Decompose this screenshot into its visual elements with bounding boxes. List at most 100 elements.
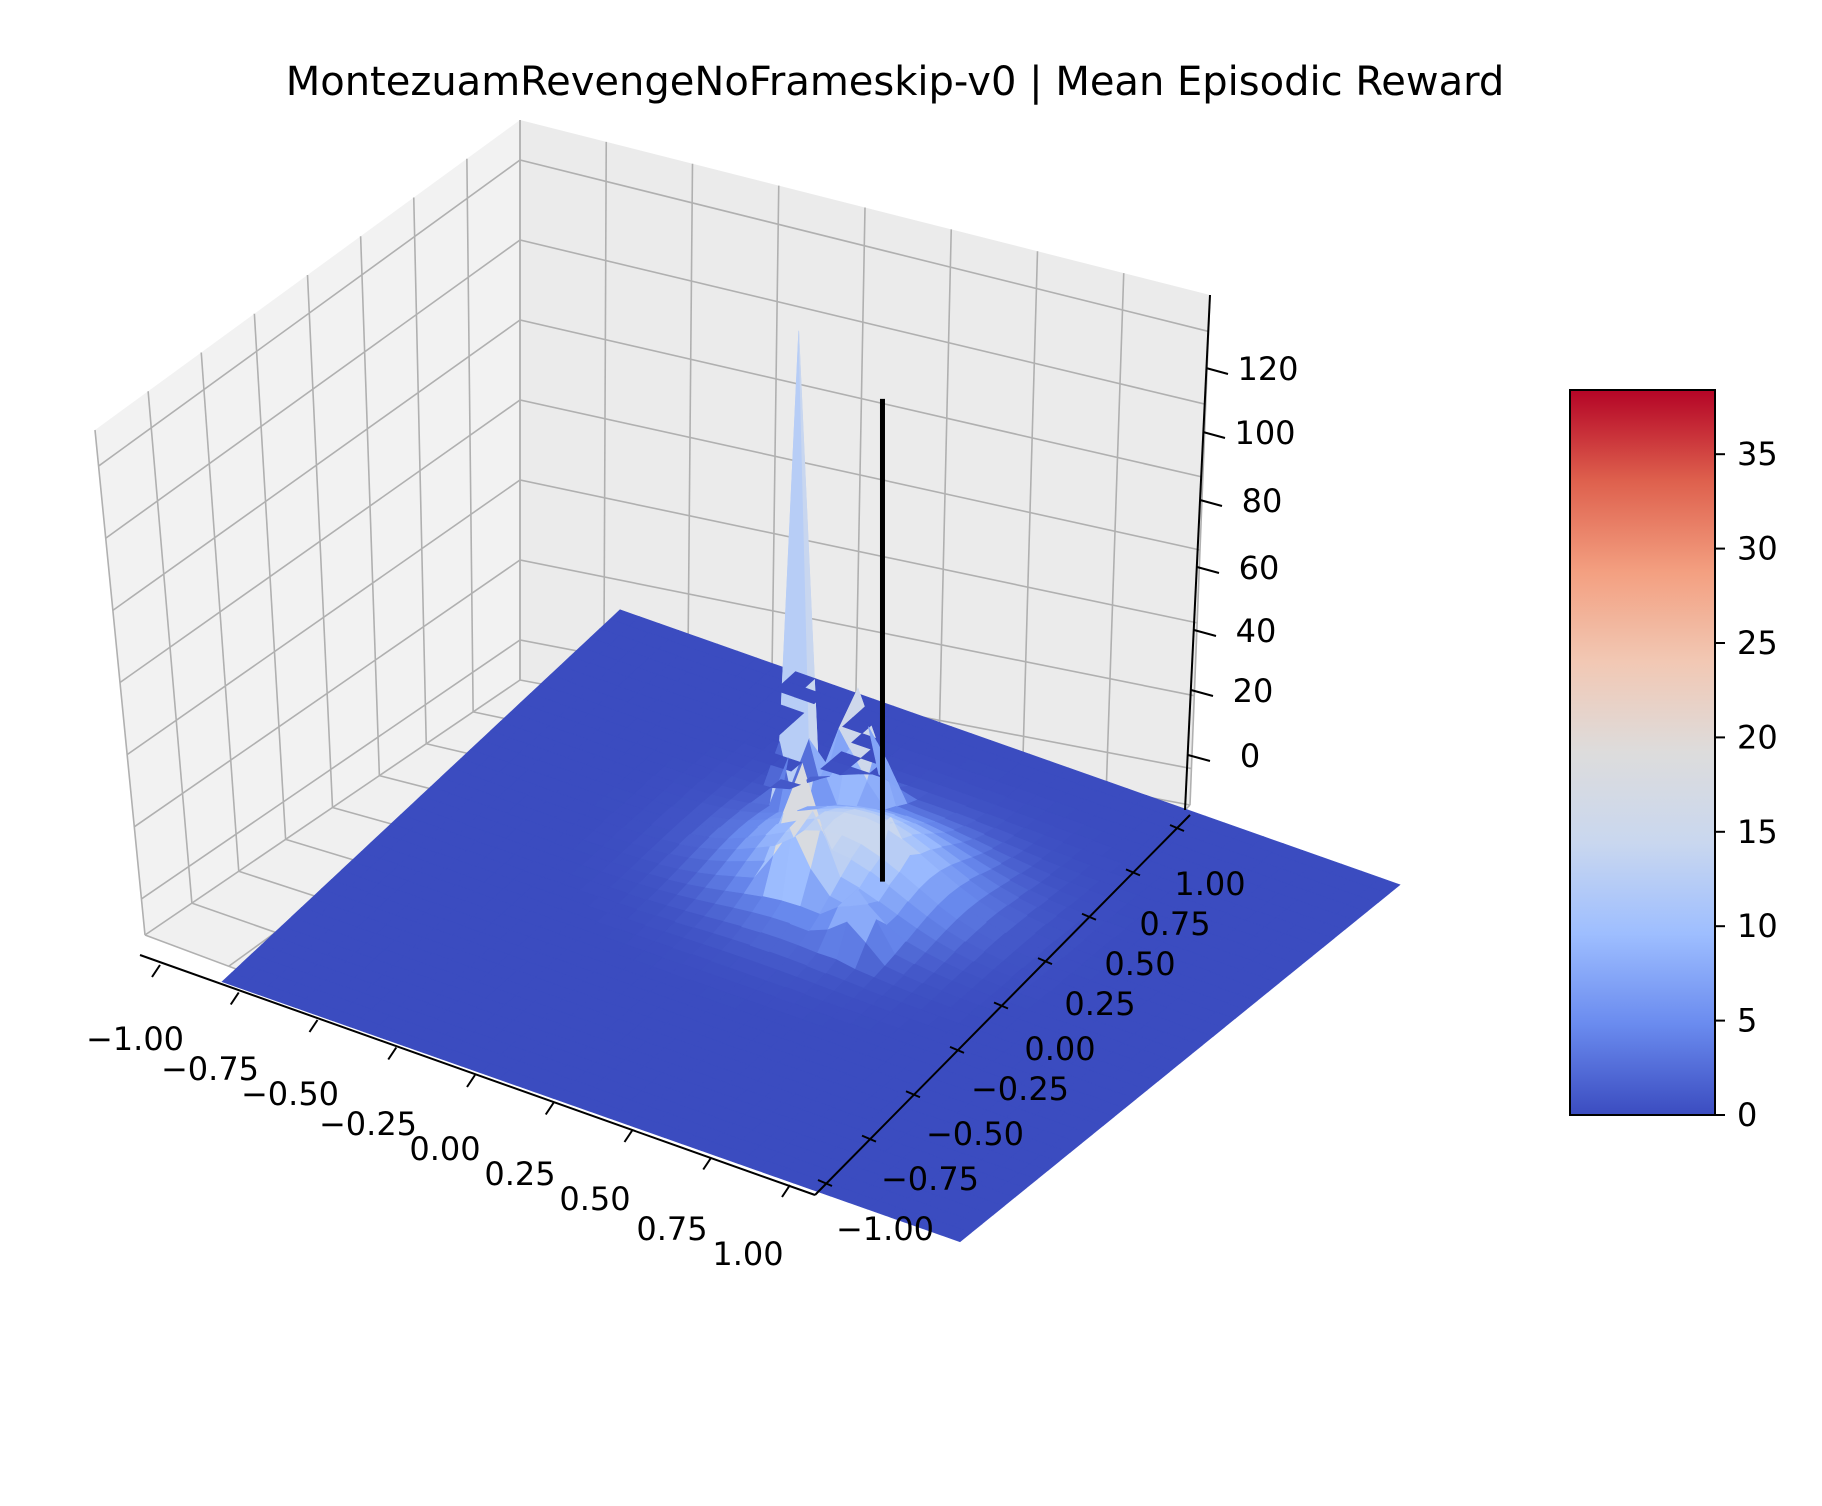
x-tick-label: 0.25 bbox=[484, 1155, 555, 1193]
surface-facet bbox=[616, 727, 647, 744]
surface-facet bbox=[553, 832, 584, 850]
surface-facet bbox=[850, 1104, 881, 1121]
surface-facet bbox=[627, 883, 658, 901]
surface-facet bbox=[941, 980, 972, 999]
surface-facet bbox=[407, 1012, 438, 1029]
surface-facet bbox=[365, 933, 396, 950]
z-tick-label: 120 bbox=[1237, 350, 1298, 388]
surface-facet bbox=[670, 963, 701, 981]
surface-facet bbox=[494, 1004, 525, 1021]
surface-facet bbox=[865, 808, 895, 816]
surface-facet bbox=[975, 1110, 1007, 1127]
y-tick bbox=[1037, 957, 1053, 966]
surface-facet bbox=[669, 1078, 700, 1096]
surface-facet bbox=[941, 844, 973, 862]
surface-facet bbox=[450, 950, 481, 967]
surface-facet bbox=[579, 880, 610, 898]
surface-facet bbox=[505, 828, 536, 846]
z-tick bbox=[1196, 566, 1220, 574]
surface-facet bbox=[348, 901, 379, 919]
surface-facet bbox=[592, 1077, 624, 1094]
x-tick bbox=[466, 1074, 476, 1088]
surface-facet bbox=[752, 749, 783, 766]
y-tick bbox=[1081, 912, 1097, 921]
surface-facet bbox=[933, 1056, 965, 1074]
surface-facet bbox=[897, 785, 929, 800]
surface-facet bbox=[815, 1066, 847, 1083]
surface-facet bbox=[822, 990, 854, 1009]
z-tick bbox=[1205, 367, 1229, 375]
surface-facet bbox=[920, 849, 952, 871]
surface-facet bbox=[628, 616, 660, 634]
surface-facet bbox=[1085, 790, 1117, 807]
surface-facet bbox=[981, 1061, 1013, 1078]
surface-facet bbox=[1144, 810, 1176, 828]
surface-facet bbox=[607, 1018, 639, 1036]
surface-facet bbox=[1004, 812, 1036, 829]
surface-facet bbox=[807, 1140, 838, 1157]
left-pane bbox=[95, 120, 520, 935]
surface-facet bbox=[1179, 964, 1212, 981]
y-tick-label: 0.75 bbox=[1139, 905, 1210, 943]
surface-facet bbox=[637, 1106, 669, 1123]
surface-facet bbox=[645, 1121, 676, 1139]
surface-facet bbox=[983, 1125, 1015, 1143]
colorbar-tick-label: 30 bbox=[1737, 530, 1778, 568]
surface-facet bbox=[745, 657, 777, 675]
surface-facet bbox=[613, 1059, 644, 1076]
surface-facet bbox=[1146, 901, 1178, 918]
surface-facet bbox=[775, 1077, 807, 1095]
surface-facet bbox=[382, 964, 413, 982]
surface-facet bbox=[783, 762, 814, 838]
surface-facet bbox=[706, 643, 738, 661]
surface-facet bbox=[378, 873, 409, 891]
surface-facet bbox=[1081, 955, 1113, 972]
surface-facet bbox=[1081, 1045, 1113, 1062]
surface-facet bbox=[535, 1082, 566, 1100]
surface-facet bbox=[983, 941, 1015, 961]
z-tick bbox=[1193, 629, 1217, 637]
surface-facet bbox=[831, 1007, 862, 1025]
surface-facet bbox=[638, 632, 670, 650]
y-tick bbox=[817, 1179, 833, 1187]
surface-facet bbox=[637, 683, 668, 701]
surface-facet bbox=[510, 1035, 541, 1053]
surface-facet bbox=[522, 860, 554, 878]
surface-facet bbox=[483, 872, 514, 890]
surface-facet bbox=[1076, 774, 1109, 792]
surface-facet bbox=[339, 885, 370, 903]
x-tick bbox=[308, 1019, 319, 1033]
surface-facet bbox=[888, 1182, 920, 1199]
x-tick-label: −0.75 bbox=[161, 1050, 259, 1088]
x-tick bbox=[781, 1184, 791, 1198]
surface-facet bbox=[404, 921, 435, 938]
y-tick bbox=[861, 1134, 877, 1143]
colorbar-tick-label: 35 bbox=[1737, 435, 1778, 473]
surface-facet bbox=[1196, 995, 1228, 1013]
y-tick bbox=[1125, 868, 1141, 877]
surface-facet bbox=[602, 811, 634, 829]
surface-facet bbox=[1149, 966, 1181, 984]
surface-facet bbox=[738, 802, 771, 813]
surface-facet bbox=[470, 931, 501, 949]
surface-facet bbox=[628, 1000, 659, 1017]
surface-facet bbox=[1041, 850, 1073, 867]
y-tick-label: 1.00 bbox=[1174, 865, 1245, 903]
surface-facet bbox=[539, 699, 570, 717]
surface-facet bbox=[885, 805, 917, 816]
surface-facet bbox=[888, 871, 920, 902]
surface-facet bbox=[526, 1067, 558, 1084]
surface-facet bbox=[605, 1043, 636, 1061]
surface-facet bbox=[536, 775, 567, 793]
surface-facet bbox=[562, 848, 593, 866]
surface-facet bbox=[1204, 1011, 1236, 1028]
x-tick bbox=[229, 991, 240, 1006]
surface-facet bbox=[1144, 1016, 1176, 1033]
surface-facet bbox=[953, 825, 985, 840]
surface-facet bbox=[584, 780, 616, 797]
surface-facet bbox=[894, 941, 926, 965]
surface-facet bbox=[398, 855, 429, 872]
z-tick-label: 60 bbox=[1239, 549, 1280, 587]
surface-facet bbox=[1228, 879, 1260, 896]
